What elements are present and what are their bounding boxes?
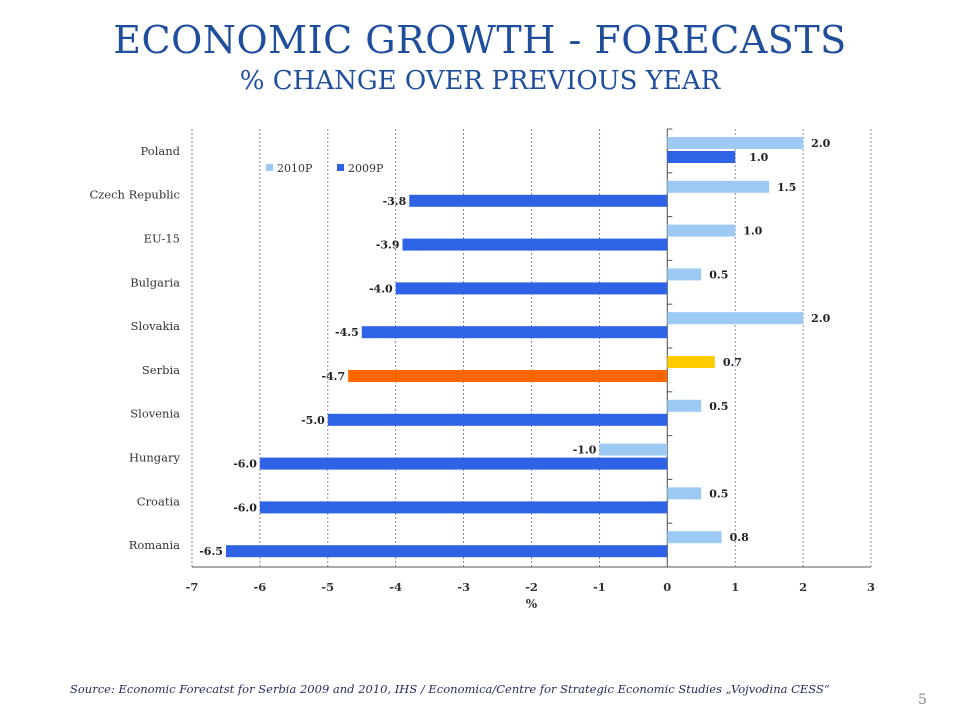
- bar-2010p: [667, 312, 804, 325]
- data-label-2009p: -4.7: [321, 370, 345, 383]
- data-label-2009p: -6.0: [233, 458, 257, 471]
- bar-2010p: [667, 180, 770, 193]
- data-label-2010p: 2.0: [811, 137, 830, 150]
- category-label: EU-15: [144, 232, 180, 246]
- data-label-2010p: -1.0: [573, 444, 597, 457]
- data-label-2009p: -6.5: [199, 545, 223, 558]
- bar-2010p: [667, 531, 722, 544]
- data-label-2009p: 1.0: [749, 151, 768, 164]
- bar-2009p: [361, 326, 668, 339]
- data-label-2009p: -4.0: [369, 282, 393, 295]
- bar-2010p: [667, 268, 702, 281]
- bar-2010p: [667, 356, 715, 368]
- bar-2009p: [395, 282, 668, 295]
- x-tick-label: -6: [254, 580, 267, 594]
- legend-swatch-2009p: [337, 164, 344, 171]
- data-label-2009p: -5.0: [301, 414, 325, 427]
- data-label-2010p: 0.5: [709, 268, 728, 281]
- category-label: Croatia: [137, 494, 180, 508]
- data-label-2010p: 1.5: [777, 181, 796, 194]
- bar-2010p: [667, 224, 736, 237]
- x-axis-label: %: [526, 597, 538, 611]
- page-number: 5: [918, 692, 927, 708]
- x-tick-label: 0: [663, 580, 671, 594]
- bar-2010p: [667, 137, 804, 149]
- category-label: Slovakia: [131, 319, 180, 333]
- legend-swatch-2010p: [266, 164, 273, 171]
- source-note: Source: Economic Forecatst for Serbia 20…: [70, 682, 830, 696]
- bar-chart: -7 -6 -5 -4 -3 -2 -1 0 1 2 3% Poland 2.0 1.0 Czech Rep…: [89, 128, 875, 611]
- bar-2009p: [225, 545, 668, 558]
- x-tick-label: -2: [525, 580, 538, 594]
- data-label-2010p: 2.0: [811, 312, 830, 325]
- legend-label-2009p: 2009P: [348, 162, 384, 175]
- bar-2009p: [402, 238, 668, 251]
- bar-2009p: [259, 457, 668, 470]
- category-label: Romania: [129, 538, 180, 552]
- data-label-2009p: -3.8: [383, 195, 407, 208]
- bar-2009p: [409, 194, 668, 207]
- x-tick-label: -7: [186, 580, 199, 594]
- data-label-2010p: 0.5: [709, 487, 728, 500]
- category-label: Serbia: [142, 363, 180, 377]
- x-tick-label: 1: [731, 580, 739, 594]
- data-label-2010p: 0.5: [709, 400, 728, 413]
- data-label-2009p: -3.9: [376, 239, 400, 252]
- x-tick-label: 2: [799, 580, 807, 594]
- bar-2010p: [667, 487, 702, 500]
- category-label: Slovenia: [130, 407, 180, 421]
- data-label-2009p: -4.5: [335, 326, 359, 339]
- bar-2009p: [348, 370, 668, 382]
- bar-2010p: [667, 399, 702, 412]
- data-label-2010p: 0.8: [730, 531, 749, 544]
- data-label-2010p: 1.0: [743, 225, 762, 238]
- category-label: Hungary: [129, 451, 181, 465]
- category-label: Czech Republic: [89, 188, 180, 202]
- bar-2009p: [327, 413, 668, 426]
- category-label: Poland: [141, 144, 181, 158]
- bar-2009p: [667, 151, 736, 163]
- category-label: Bulgaria: [130, 275, 180, 289]
- bar-2010p: [599, 443, 668, 456]
- chart-subtitle: % CHANGE OVER PREVIOUS YEAR: [239, 66, 721, 96]
- data-label-2010p: 0.7: [723, 356, 742, 369]
- bar-2009p: [259, 501, 668, 514]
- x-tick-label: -4: [389, 580, 402, 594]
- x-tick-label: -3: [457, 580, 470, 594]
- data-label-2009p: -6.0: [233, 501, 257, 514]
- legend-label-2010p: 2010P: [277, 162, 313, 175]
- x-tick-label: 3: [867, 580, 875, 594]
- x-tick-label: -5: [321, 580, 334, 594]
- x-tick-label: -1: [593, 580, 606, 594]
- chart-title: ECONOMIC GROWTH - FORECASTS: [113, 18, 847, 62]
